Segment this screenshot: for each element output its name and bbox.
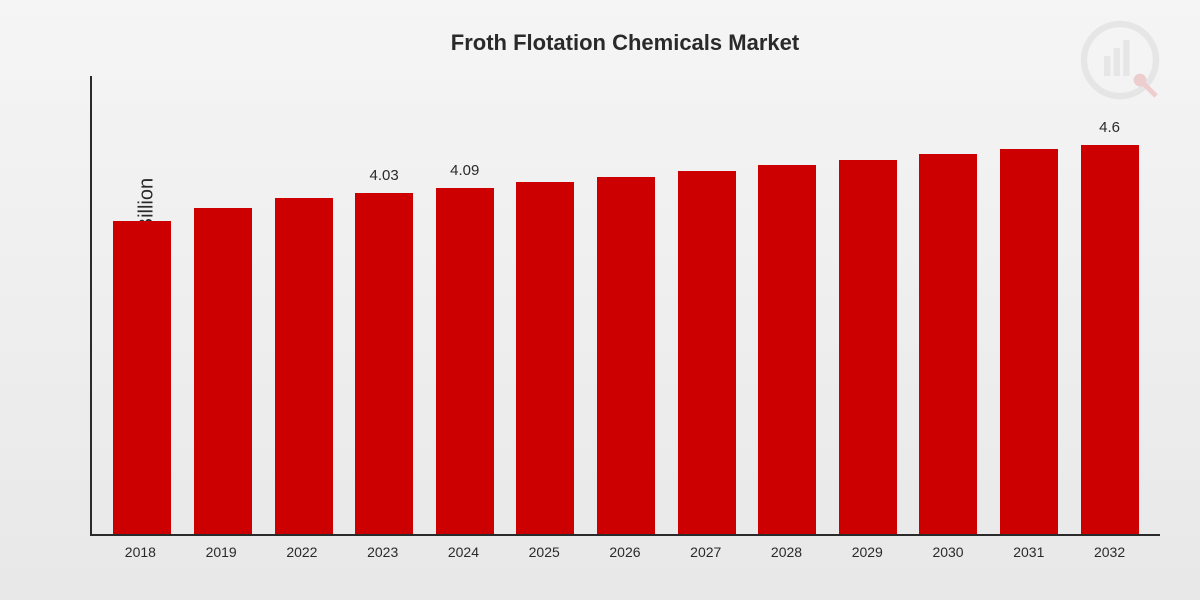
- bar-group: 4.6: [1078, 119, 1142, 534]
- bar-group: [836, 134, 900, 534]
- x-axis-label: 2025: [512, 544, 576, 560]
- chart-title: Froth Flotation Chemicals Market: [90, 30, 1160, 56]
- bar: [436, 188, 494, 534]
- x-axis-label: 2026: [593, 544, 657, 560]
- bar: [194, 208, 252, 534]
- bar-group: [191, 182, 255, 534]
- bar: [516, 182, 574, 534]
- bar-group: 4.03: [352, 167, 416, 534]
- x-axis-label: 2022: [270, 544, 334, 560]
- bar-value-label: 4.09: [450, 162, 479, 182]
- bar: [678, 171, 736, 534]
- x-axis-label: 2018: [108, 544, 172, 560]
- bar-group: [110, 195, 174, 534]
- bar-value-label: 4.03: [370, 167, 399, 187]
- x-axis-label: 2023: [351, 544, 415, 560]
- plot-area: 4.03 4.09 4.6: [90, 76, 1160, 536]
- x-axis-label: 2030: [916, 544, 980, 560]
- x-axis-label: 2032: [1078, 544, 1142, 560]
- x-axis-label: 2019: [189, 544, 253, 560]
- bar: [275, 198, 333, 534]
- bar-group: [755, 139, 819, 534]
- bar: [758, 165, 816, 534]
- x-axis-label: 2031: [997, 544, 1061, 560]
- bar: [839, 160, 897, 534]
- bar-group: [272, 172, 336, 534]
- chart-container: Froth Flotation Chemicals Market Market …: [0, 0, 1200, 600]
- bar-value-label: 4.6: [1099, 119, 1120, 139]
- bar: [919, 154, 977, 534]
- x-axis-labels: 2018 2019 2022 2023 2024 2025 2026 2027 2028 2029…: [90, 536, 1160, 560]
- bar: [597, 177, 655, 534]
- bar: [113, 221, 171, 534]
- bars-wrapper: 4.03 4.09 4.6: [92, 76, 1160, 534]
- x-axis-label: 2027: [674, 544, 738, 560]
- bar: [1081, 145, 1139, 534]
- bar-group: [916, 128, 980, 534]
- bar-group: 4.09: [433, 162, 497, 534]
- bar-group: [997, 123, 1061, 534]
- bar-group: [594, 151, 658, 534]
- bar-group: [513, 156, 577, 534]
- x-axis-label: 2024: [431, 544, 495, 560]
- bar: [1000, 149, 1058, 534]
- bar-group: [675, 145, 739, 534]
- x-axis-label: 2029: [835, 544, 899, 560]
- x-axis-label: 2028: [755, 544, 819, 560]
- bar: [355, 193, 413, 534]
